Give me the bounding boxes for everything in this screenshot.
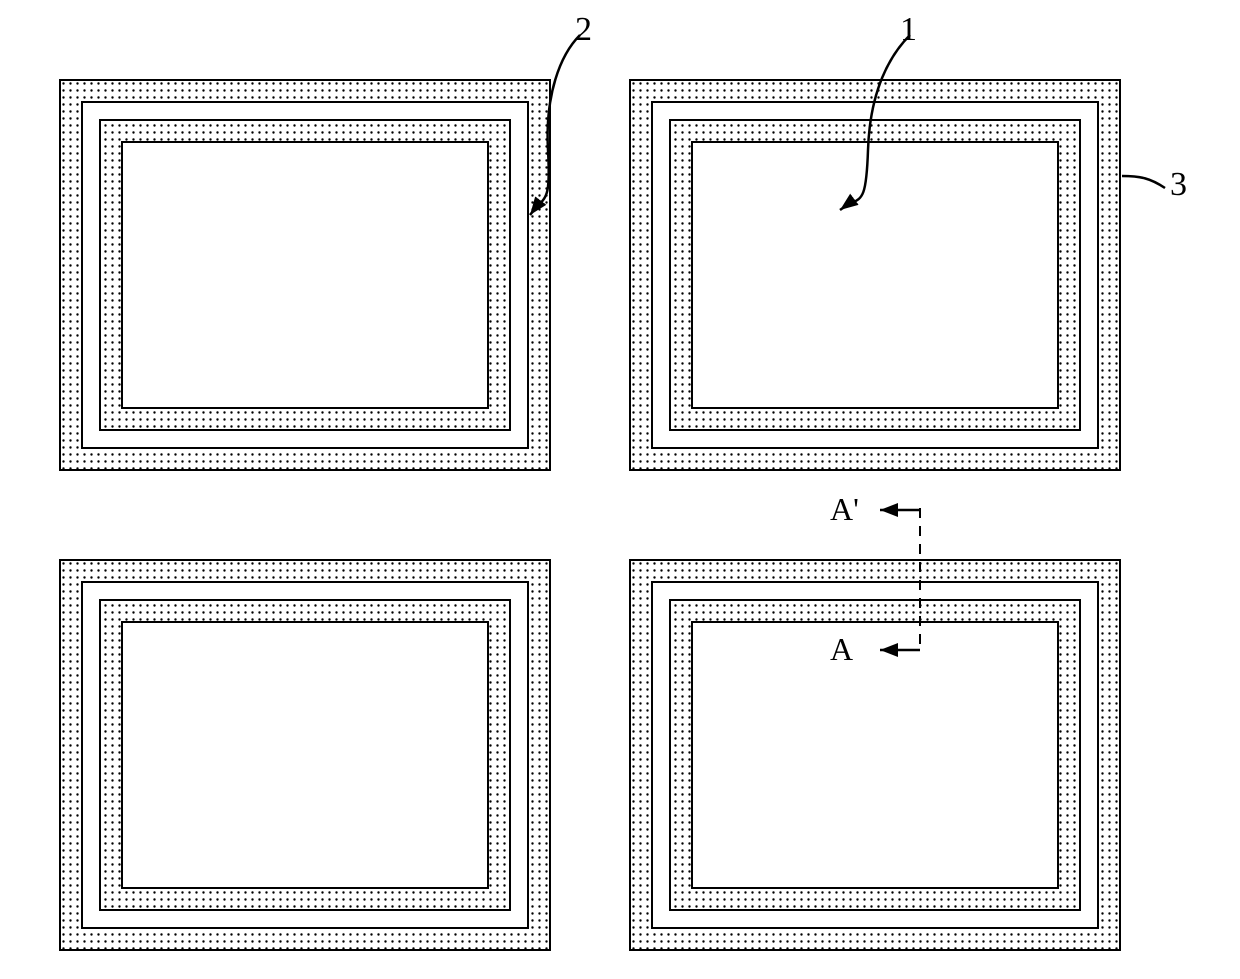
- label-Aprime: A': [830, 491, 859, 527]
- label-l2: 2: [575, 11, 592, 48]
- frame: [60, 80, 550, 470]
- label-A: A: [830, 631, 853, 667]
- label-l3: 3: [1170, 166, 1187, 203]
- frame: [630, 560, 1120, 950]
- leader-l3: [1122, 176, 1165, 188]
- frame: [60, 560, 550, 950]
- frame: [630, 80, 1120, 470]
